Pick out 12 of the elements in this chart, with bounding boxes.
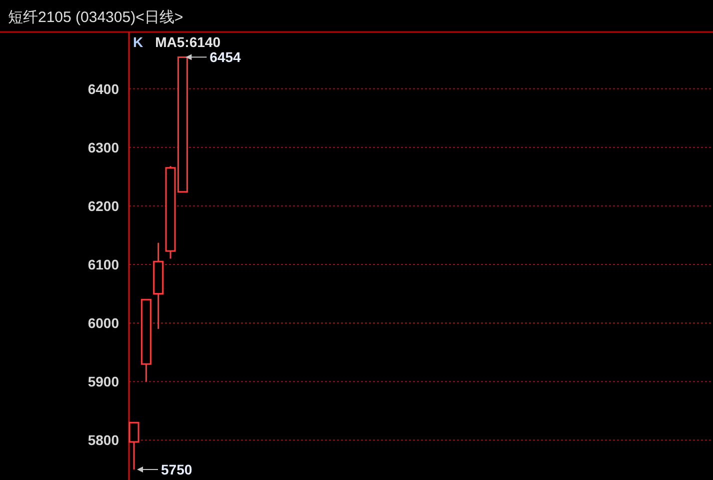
y-tick-label: 6400 <box>88 80 120 97</box>
y-tick-label: 6200 <box>88 198 120 214</box>
y-tick-label: 5900 <box>88 374 120 390</box>
chart-title: 短纤2105 (034305)<日线> <box>8 9 184 26</box>
y-tick-label: 5800 <box>88 432 120 448</box>
y-tick-label: 6000 <box>88 315 120 332</box>
y-tick-label: 6100 <box>88 256 120 272</box>
text: 6454 <box>210 49 242 66</box>
y-tick-label: 6300 <box>88 139 120 156</box>
annotation: MA5:6140 <box>155 34 221 50</box>
annotation: 5750 <box>161 461 192 478</box>
annotation: K <box>133 34 144 50</box>
